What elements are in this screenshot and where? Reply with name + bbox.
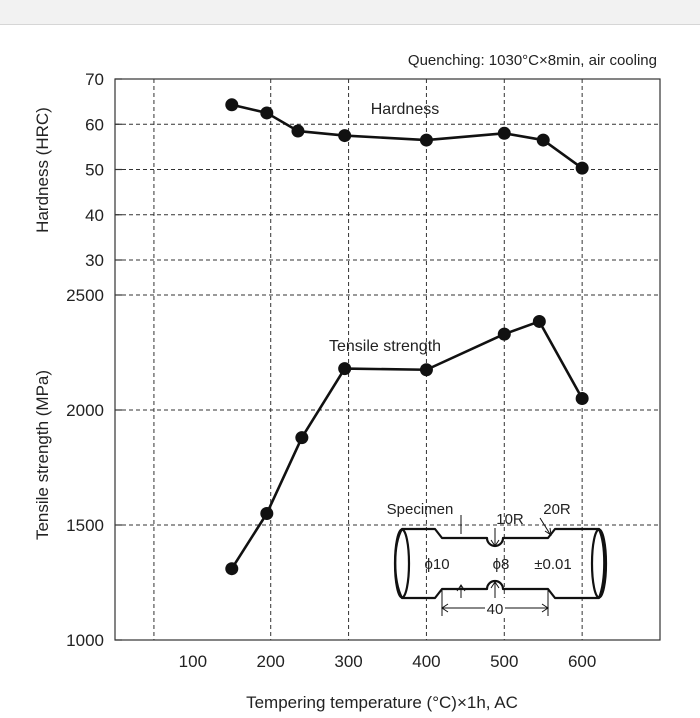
series-label-hardness: Hardness [371,101,439,118]
tensile-strength-point [575,392,589,405]
label-phi8: ϕ8 [493,556,510,573]
arrow-20r [539,517,552,537]
x-tick-label: 300 [334,652,362,671]
label-phi10: ϕ10 [424,556,449,573]
y-tick-label-hardness: 50 [85,161,104,180]
y-axis-label-hardness: Hardness (HRC) [33,107,52,233]
label-10r: 10R [496,511,524,528]
hardness-point [291,124,305,138]
top-bar [0,0,700,25]
series-label-tensile: Tensile strength [329,338,441,355]
y-tick-label-hardness: 70 [85,70,104,89]
series-layer [225,98,589,576]
tensile-strength-point [260,507,274,520]
y-tick-label-hardness: 30 [85,251,104,270]
arrow-phi8 [490,581,500,598]
y-tick-label-tensile: 2000 [66,401,104,420]
tensile-strength-line [230,320,584,570]
hardness-point [260,106,274,120]
chart-note: Quenching: 1030°C×8min, air cooling [408,52,657,69]
tensile-strength-point [532,314,546,328]
tensile-strength-point [295,431,309,445]
dim-label-bg [485,598,505,618]
specimen-diagram: Specimen 10R 20R ϕ10 ϕ8 ±0.01 40 [387,501,608,618]
label-tolerance: ±0.01 [534,556,571,573]
hardness-point [575,161,589,175]
tensile-strength-point [338,362,352,376]
hardness-point [338,129,352,143]
y-axis-label-tensile: Tensile strength (MPa) [33,370,52,540]
y-tick-label-hardness: 60 [85,115,104,134]
tensile-strength-point [419,363,433,377]
hardness-point [497,126,511,140]
tensile-strength-point [497,327,511,341]
specimen-left-end [393,528,411,599]
grid-layer [115,79,660,640]
arrow-left [456,584,466,598]
specimen-right-end [590,528,608,599]
x-tick-label: 600 [568,652,596,671]
x-axis-label: Tempering temperature (°C)×1h, AC [246,693,518,712]
tensile-strength-point [225,562,239,576]
y-tick-label-hardness: 40 [85,206,104,225]
arrow-10r [490,528,500,547]
y-tick-label-tensile: 1000 [66,631,104,650]
label-40: 40 [487,601,504,618]
label-20r: 20R [543,501,571,518]
frame-layer [114,78,661,641]
specimen-title: Specimen [387,501,454,518]
x-tick-label: 100 [179,652,207,671]
x-tick-label: 400 [412,652,440,671]
tick-layer: 100 200 300 400 500 600 30 40 50 60 70 1000 1500 2000… [66,70,596,671]
hardness-point [419,133,433,147]
x-tick-label: 500 [490,652,518,671]
plot-frame [114,78,661,641]
hardness-point [225,98,239,112]
y-tick-label-tensile: 1500 [66,516,104,535]
y-tick-label-tensile: 2500 [66,286,104,305]
hardness-point [536,133,550,147]
x-tick-label: 200 [257,652,285,671]
